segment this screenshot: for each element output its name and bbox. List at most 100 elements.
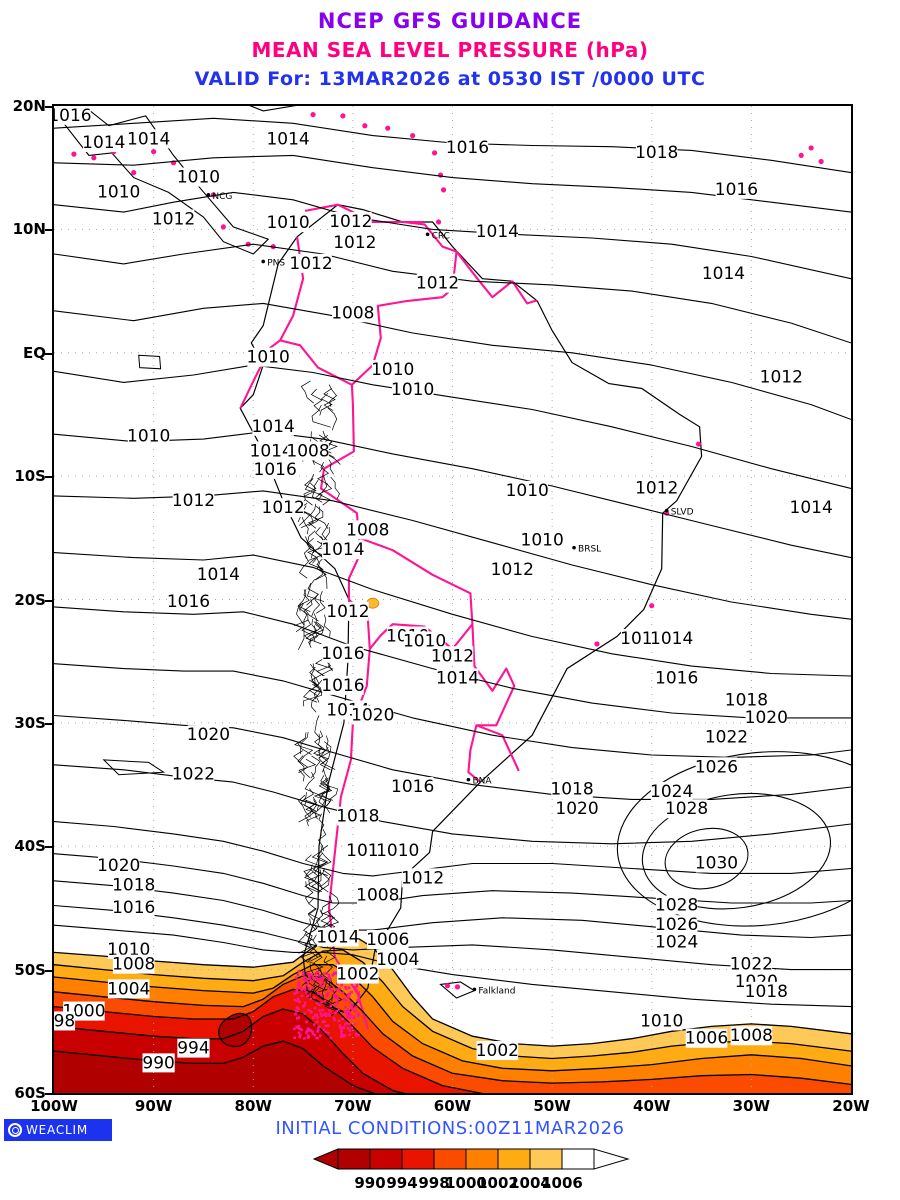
svg-text:1002: 1002 [476, 1041, 519, 1061]
svg-text:1004: 1004 [107, 979, 150, 999]
svg-text:1008: 1008 [286, 441, 329, 461]
svg-text:1022: 1022 [705, 728, 748, 748]
svg-text:1006: 1006 [685, 1029, 728, 1049]
svg-text:1012: 1012 [333, 233, 376, 253]
svg-text:PNS: PNS [267, 258, 285, 268]
svg-text:1010: 1010 [127, 427, 170, 447]
y-tick-30S: 30S [0, 714, 46, 732]
svg-text:1026: 1026 [695, 757, 738, 777]
svg-text:1016: 1016 [655, 668, 698, 688]
svg-text:1014: 1014 [436, 668, 479, 688]
svg-text:1012: 1012 [326, 602, 369, 622]
svg-text:1016: 1016 [54, 106, 92, 126]
svg-text:1016: 1016 [167, 592, 210, 612]
svg-text:1014: 1014 [702, 264, 745, 284]
colorbar-tick-1006: 1006 [539, 1174, 585, 1192]
svg-text:1012: 1012 [431, 646, 474, 666]
svg-text:1020: 1020 [555, 799, 598, 819]
page-title: NCEP GFS GUIDANCE [0, 9, 900, 33]
y-tick-20S: 20S [0, 591, 46, 609]
svg-text:1012: 1012 [172, 491, 215, 511]
svg-text:1012: 1012 [416, 274, 459, 294]
svg-text:1020: 1020 [97, 856, 140, 876]
svg-text:1014: 1014 [197, 565, 240, 585]
svg-text:NCG: NCG [212, 192, 232, 202]
svg-text:1012: 1012 [491, 560, 534, 580]
svg-text:994: 994 [177, 1039, 209, 1059]
page-subtitle: MEAN SEA LEVEL PRESSURE (hPa) [0, 38, 900, 62]
y-tick-10S: 10S [0, 467, 46, 485]
svg-text:1018: 1018 [745, 982, 788, 1002]
svg-text:1008: 1008 [346, 520, 389, 540]
x-tick-40W: 40W [622, 1097, 682, 1115]
x-tick-50W: 50W [522, 1097, 582, 1115]
svg-text:998: 998 [54, 1011, 75, 1031]
svg-text:1010: 1010 [177, 168, 220, 188]
svg-text:1010: 1010 [247, 348, 290, 368]
svg-text:990: 990 [142, 1053, 174, 1073]
svg-text:1014: 1014 [790, 498, 833, 518]
x-tick-60W: 60W [423, 1097, 483, 1115]
svg-text:1014: 1014 [321, 540, 364, 560]
svg-text:1018: 1018 [336, 807, 379, 827]
svg-text:CRC: CRC [432, 231, 450, 241]
svg-text:1010: 1010 [521, 530, 564, 550]
svg-text:1028: 1028 [655, 895, 698, 915]
svg-text:1002: 1002 [336, 965, 379, 985]
title-block: NCEP GFS GUIDANCE MEAN SEA LEVEL PRESSUR… [0, 0, 900, 90]
x-tick-80W: 80W [223, 1097, 283, 1115]
svg-text:1008: 1008 [730, 1026, 773, 1046]
svg-text:1010: 1010 [97, 182, 140, 202]
svg-text:1012: 1012 [262, 498, 305, 518]
svg-text:1014: 1014 [650, 629, 693, 649]
svg-text:1014: 1014 [476, 222, 519, 242]
svg-text:1016: 1016 [715, 180, 758, 200]
svg-text:BNA: BNA [472, 777, 492, 787]
svg-text:1016: 1016 [321, 676, 364, 696]
svg-text:1016: 1016 [391, 777, 434, 797]
svg-text:1012: 1012 [635, 478, 678, 498]
svg-text:1010: 1010 [376, 841, 419, 861]
svg-text:1020: 1020 [187, 725, 230, 745]
x-tick-30W: 30W [721, 1097, 781, 1115]
y-tick-20N: 20N [0, 97, 46, 115]
svg-text:Falkland: Falkland [478, 986, 515, 996]
x-tick-70W: 70W [323, 1097, 383, 1115]
svg-text:BRSL: BRSL [578, 545, 601, 555]
city-labels: NCG CRC PNS BRSL SLVD BNA Falkland [207, 192, 694, 997]
svg-text:1012: 1012 [329, 212, 372, 232]
svg-text:1028: 1028 [665, 799, 708, 819]
y-tick-50S: 50S [0, 961, 46, 979]
svg-text:1006: 1006 [366, 930, 409, 950]
svg-text:1022: 1022 [172, 765, 215, 785]
svg-text:1014: 1014 [316, 928, 359, 948]
svg-text:1016: 1016 [321, 644, 364, 664]
svg-text:1004: 1004 [376, 950, 419, 970]
svg-text:1018: 1018 [635, 143, 678, 163]
y-tick-EQ: EQ [0, 344, 46, 362]
svg-text:1014: 1014 [82, 133, 125, 153]
x-tick-90W: 90W [124, 1097, 184, 1115]
y-tick-10N: 10N [0, 220, 46, 238]
colorbar-swatches [306, 1144, 636, 1174]
svg-text:1012: 1012 [152, 210, 195, 230]
svg-text:1012: 1012 [760, 367, 803, 387]
svg-text:1008: 1008 [356, 886, 399, 906]
svg-text:1014: 1014 [266, 129, 309, 149]
svg-text:1010: 1010 [506, 481, 549, 501]
initial-conditions-label: INITIAL CONDITIONS:00Z11MAR2026 [0, 1118, 900, 1139]
country-borders [71, 106, 823, 1029]
x-tick-20W: 20W [821, 1097, 881, 1115]
svg-text:1012: 1012 [401, 868, 444, 888]
pressure-map[interactable]: 1016 1014 1014 1014 1016 1018 1016 1010 1010 1012… [52, 104, 853, 1095]
svg-text:1010: 1010 [266, 213, 309, 233]
colorbar[interactable]: 990 994 998 1000 1002 1004 1006 [306, 1144, 636, 1194]
svg-text:1014: 1014 [252, 417, 295, 437]
svg-text:1008: 1008 [331, 303, 374, 323]
svg-text:1018: 1018 [550, 779, 593, 799]
svg-text:1016: 1016 [446, 138, 489, 158]
svg-text:1024: 1024 [655, 932, 698, 952]
svg-text:1020: 1020 [351, 705, 394, 725]
map-canvas: 1016 1014 1014 1014 1016 1018 1016 1010 1010 1012… [54, 106, 851, 1093]
svg-text:SLVD: SLVD [671, 508, 694, 518]
